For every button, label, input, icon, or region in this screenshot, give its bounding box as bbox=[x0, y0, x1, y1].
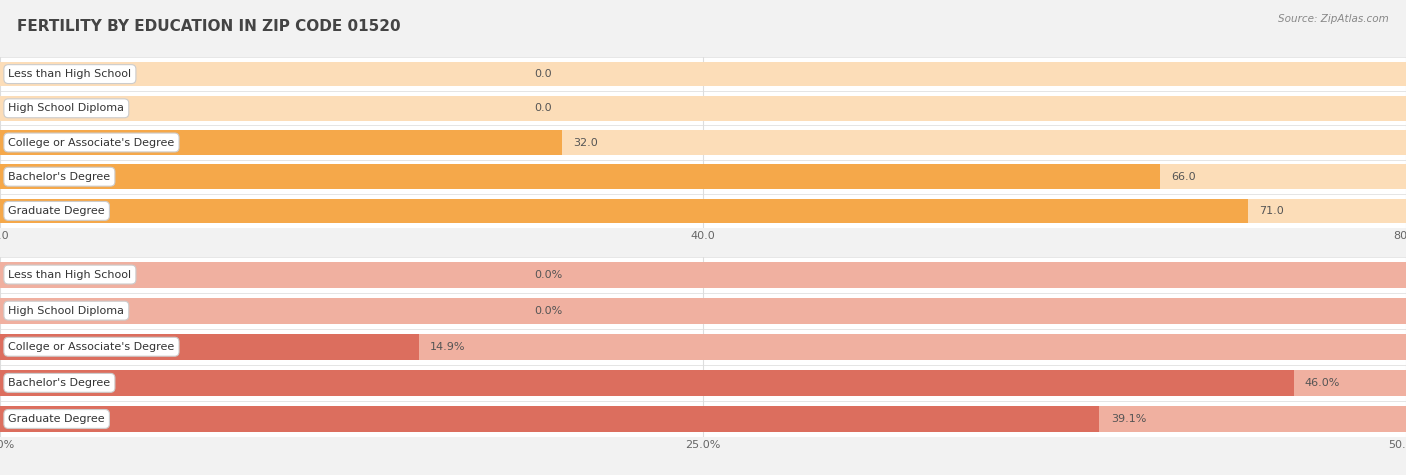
Text: Less than High School: Less than High School bbox=[8, 69, 131, 79]
Bar bbox=[0, 334, 419, 360]
Bar bbox=[0, 130, 1406, 155]
Bar bbox=[0, 406, 1099, 432]
Bar bbox=[0, 370, 1294, 396]
Text: High School Diploma: High School Diploma bbox=[8, 305, 124, 316]
Text: Graduate Degree: Graduate Degree bbox=[8, 414, 105, 424]
Bar bbox=[0, 125, 1406, 160]
Bar bbox=[0, 199, 1249, 223]
Bar bbox=[0, 160, 1406, 194]
Text: 0.0%: 0.0% bbox=[534, 269, 562, 280]
Bar bbox=[0, 370, 1406, 396]
Bar bbox=[0, 164, 1160, 189]
Text: FERTILITY BY EDUCATION IN ZIP CODE 01520: FERTILITY BY EDUCATION IN ZIP CODE 01520 bbox=[17, 19, 401, 34]
Bar bbox=[0, 334, 1406, 360]
Bar bbox=[0, 130, 562, 155]
Text: Bachelor's Degree: Bachelor's Degree bbox=[8, 378, 111, 388]
Text: 32.0: 32.0 bbox=[574, 137, 599, 148]
Text: 46.0%: 46.0% bbox=[1305, 378, 1340, 388]
Bar bbox=[0, 406, 1406, 432]
Text: 71.0: 71.0 bbox=[1260, 206, 1284, 216]
Bar bbox=[0, 199, 1406, 223]
Text: Less than High School: Less than High School bbox=[8, 269, 131, 280]
Bar bbox=[0, 293, 1406, 329]
Text: 0.0: 0.0 bbox=[534, 103, 553, 114]
Bar bbox=[0, 401, 1406, 437]
Text: Source: ZipAtlas.com: Source: ZipAtlas.com bbox=[1278, 14, 1389, 24]
Text: College or Associate's Degree: College or Associate's Degree bbox=[8, 137, 174, 148]
Bar bbox=[0, 57, 1406, 91]
Bar bbox=[0, 194, 1406, 228]
Bar bbox=[0, 96, 1406, 121]
Text: 14.9%: 14.9% bbox=[430, 342, 465, 352]
Text: 66.0: 66.0 bbox=[1171, 171, 1197, 182]
Bar bbox=[0, 91, 1406, 125]
Text: 0.0: 0.0 bbox=[534, 69, 553, 79]
Bar bbox=[0, 62, 1406, 86]
Bar bbox=[0, 256, 1406, 293]
Text: Bachelor's Degree: Bachelor's Degree bbox=[8, 171, 111, 182]
Bar bbox=[0, 262, 1406, 287]
Text: 0.0%: 0.0% bbox=[534, 305, 562, 316]
Text: High School Diploma: High School Diploma bbox=[8, 103, 124, 114]
Text: Graduate Degree: Graduate Degree bbox=[8, 206, 105, 216]
Bar bbox=[0, 365, 1406, 401]
Bar bbox=[0, 329, 1406, 365]
Bar bbox=[0, 298, 1406, 323]
Bar bbox=[0, 164, 1406, 189]
Text: College or Associate's Degree: College or Associate's Degree bbox=[8, 342, 174, 352]
Text: 39.1%: 39.1% bbox=[1111, 414, 1146, 424]
